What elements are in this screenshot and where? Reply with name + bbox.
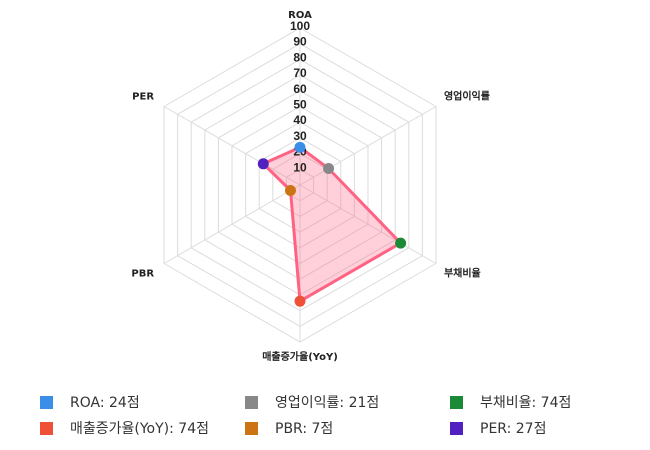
legend-item[interactable]: ROA: 24점 (40, 392, 140, 412)
axis-label: 부채비율 (444, 267, 481, 280)
legend-label: 부채비율: 74점 (480, 395, 572, 411)
legend-swatch (450, 395, 463, 409)
tick-label: 40 (293, 113, 307, 127)
legend-swatch (245, 421, 258, 435)
axis-label: ROA (288, 10, 312, 21)
tick-label: 30 (293, 129, 307, 143)
tick-label: 100 (290, 19, 310, 33)
axis-label: PBR (131, 269, 154, 280)
data-point (323, 163, 335, 175)
tick-label: 70 (293, 66, 307, 80)
tick-label: 10 (293, 160, 307, 174)
data-point (257, 158, 269, 170)
grid-spoke (163, 106, 301, 186)
axis-label: 매출증가율(YoY) (262, 350, 338, 363)
tick-label: 50 (293, 98, 307, 112)
grid-spoke (299, 106, 437, 186)
legend-swatch (40, 421, 53, 435)
legend-swatch (40, 395, 53, 409)
legend-item[interactable]: 영업이익률: 21점 (245, 392, 379, 412)
radar-chart: 102030405060708090100ROA영업이익률부채비율매출증가율(Y… (131, 10, 490, 363)
legend-label: PBR: 7점 (275, 421, 334, 437)
legend-item[interactable]: 매출증가율(YoY): 74점 (40, 418, 209, 438)
data-point (284, 184, 296, 196)
legend-label: 매출증가율(YoY): 74점 (70, 421, 209, 437)
legend-item[interactable]: PBR: 7점 (245, 418, 333, 438)
legend-swatch (245, 395, 258, 409)
tick-label: 60 (293, 82, 307, 96)
grid-spoke (163, 184, 301, 264)
axis-label: PER (132, 92, 154, 103)
axis-label: 영업이익률 (444, 90, 490, 103)
legend-item[interactable]: 부채비율: 74점 (450, 392, 571, 412)
grid-spoke (299, 184, 437, 264)
legend-label: 영업이익률: 21점 (275, 395, 380, 411)
legend-label: PER: 27점 (480, 421, 547, 437)
data-point (395, 237, 407, 249)
legend-item[interactable]: PER: 27점 (450, 418, 546, 438)
tick-label: 80 (293, 50, 307, 64)
legend-label: ROA: 24점 (70, 395, 140, 411)
data-point (294, 141, 306, 153)
legend-swatch (450, 421, 463, 435)
tick-label: 90 (293, 35, 307, 49)
data-point (294, 295, 306, 307)
